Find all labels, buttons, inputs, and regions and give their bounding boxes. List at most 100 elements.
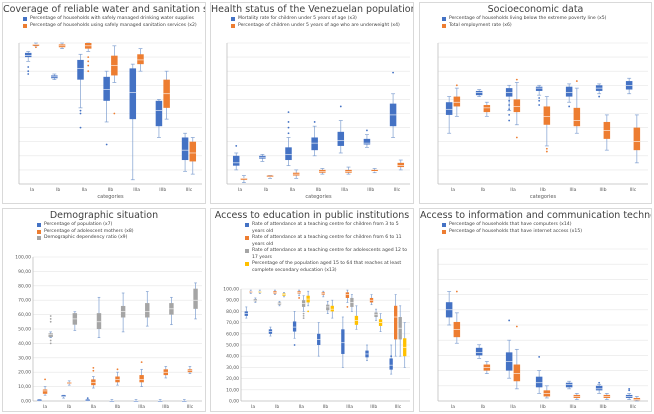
box-Ia-series-1[interactable] [232,145,240,171]
box-IIIa-series-3[interactable] [145,291,150,327]
legend-item[interactable]: Percentage of population (x7) [37,222,201,229]
box-IIb-series-2[interactable] [543,96,551,153]
box-IIIa-series-1[interactable] [337,105,345,154]
box-IIIb-series-3[interactable] [169,296,174,326]
box-Ib-series-1[interactable] [51,73,58,81]
box-IIb-series-4[interactable] [330,299,334,319]
box-IIIc-series-2[interactable] [633,114,641,164]
box-IIIc-series-1[interactable] [389,71,397,138]
box-IIa-series-3[interactable] [301,295,306,320]
box-Ia-series-1[interactable] [24,51,32,75]
box-Ia-series-2[interactable] [32,42,40,49]
box-IIIa-series-4[interactable] [354,305,359,330]
box-Ib-series-1[interactable] [475,89,483,97]
box-IIIa-series-2[interactable] [139,361,144,387]
box-Ia-series-2[interactable] [453,290,461,344]
box-IIa-series-1[interactable] [292,311,297,346]
box-IIIc-series-1[interactable] [625,387,633,400]
box-IIIb-series-2[interactable] [371,168,378,174]
legend-item[interactable]: Percentage of households that have inter… [442,229,647,236]
box-Ib-series-3[interactable] [277,300,282,307]
box-IIa-series-2[interactable] [91,366,96,389]
legend-item[interactable]: Percentage of the population aged 15 to … [245,261,409,274]
legend-item[interactable]: Mortality rate for children under 5 year… [231,16,409,23]
box-IIIa-series-2[interactable] [573,393,581,400]
box-IIb-series-2[interactable] [321,290,325,298]
box-Ia-series-2[interactable] [42,378,48,396]
box-IIa-series-2[interactable] [84,42,92,73]
box-IIIc-series-3[interactable] [193,282,198,320]
box-IIIa-series-1[interactable] [341,316,345,368]
legend-item[interactable]: Percentage of children under 5 years of … [231,23,409,30]
box-Ia-series-1[interactable] [244,306,248,319]
box-IIa-series-3[interactable] [96,296,102,338]
legend-item[interactable]: Total employment rate (x6) [442,23,647,30]
box-IIIb-series-3[interactable] [374,308,378,321]
box-IIIb-series-1[interactable] [365,344,369,362]
legend-item[interactable]: Percentage of households using safely ma… [23,23,201,30]
box-IIb-series-2[interactable] [115,368,120,386]
box-IIb-series-2[interactable] [111,45,118,115]
box-IIa-series-4[interactable] [306,290,310,313]
box-Ia-series-2[interactable] [453,84,461,117]
box-IIIc-series-2[interactable] [189,137,197,175]
box-Ia-series-2[interactable] [240,175,248,183]
box-IIIc-series-3[interactable] [398,305,402,357]
box-IIIb-series-1[interactable] [595,83,603,98]
box-Ib-series-2[interactable] [483,101,491,117]
box-IIIc-series-1[interactable] [625,77,633,95]
box-IIb-series-1[interactable] [311,121,318,157]
box-Ib-series-2[interactable] [58,42,66,49]
box-IIIc-series-2[interactable] [633,396,641,402]
box-Ia-series-3[interactable] [253,297,257,303]
legend-item[interactable]: Percentage of adolescent mothers (x8) [37,229,201,236]
box-IIb-series-1[interactable] [103,70,110,146]
box-IIIb-series-2[interactable] [163,366,168,379]
box-IIIb-series-2[interactable] [163,70,170,120]
legend-item[interactable]: Demographic dependency ratio (x9) [37,235,201,242]
legend-item[interactable]: Percentage of households with safely man… [23,16,201,23]
box-IIIb-series-4[interactable] [378,313,383,332]
box-Ia-series-3[interactable] [48,315,53,345]
box-IIIa-series-2[interactable] [345,166,352,175]
box-IIIc-series-2[interactable] [394,294,398,357]
box-IIa-series-1[interactable] [77,53,84,129]
box-IIa-series-2[interactable] [292,169,300,179]
box-IIa-series-1[interactable] [285,111,292,167]
box-Ia-series-1[interactable] [445,96,453,134]
box-IIb-series-2[interactable] [543,385,551,399]
box-IIIb-series-1[interactable] [595,381,603,394]
box-Ib-series-2[interactable] [67,380,72,386]
box-IIb-series-3[interactable] [120,292,126,333]
legend-item[interactable]: Rate of attendance at a teaching centre … [245,248,409,261]
box-IIIa-series-1[interactable] [565,380,573,390]
box-IIIb-series-1[interactable] [155,99,163,138]
legend-item[interactable]: Rate of attendance at a teaching centre … [245,222,409,235]
legend-item[interactable]: Rate of attendance at a teaching centre … [245,235,409,248]
box-IIb-series-1[interactable] [535,356,543,394]
box-IIIc-series-2[interactable] [187,366,193,374]
box-IIIa-series-2[interactable] [345,289,350,308]
box-Ib-series-1[interactable] [61,394,66,399]
box-Ia-series-1[interactable] [37,399,42,402]
box-IIIb-series-1[interactable] [363,129,371,148]
box-Ib-series-4[interactable] [282,292,286,298]
box-IIIc-series-1[interactable] [389,344,393,375]
box-Ib-series-1[interactable] [259,154,266,162]
box-Ib-series-3[interactable] [72,311,78,331]
box-IIIa-series-1[interactable] [565,83,573,108]
box-IIb-series-1[interactable] [535,84,543,106]
box-IIIb-series-2[interactable] [369,294,374,306]
box-Ib-series-2[interactable] [273,289,277,295]
box-IIIa-series-1[interactable] [129,63,137,181]
box-Ib-series-1[interactable] [475,344,483,359]
box-IIa-series-2[interactable] [297,289,301,299]
legend-item[interactable]: Percentage of households that have compu… [442,222,647,229]
box-IIb-series-1[interactable] [109,399,115,402]
box-Ib-series-2[interactable] [483,361,491,374]
box-IIIc-series-1[interactable] [181,132,189,172]
box-IIa-series-1[interactable] [505,84,513,122]
box-IIa-series-2[interactable] [513,78,521,139]
box-IIIa-series-2[interactable] [137,48,144,72]
box-IIa-series-2[interactable] [513,325,521,390]
